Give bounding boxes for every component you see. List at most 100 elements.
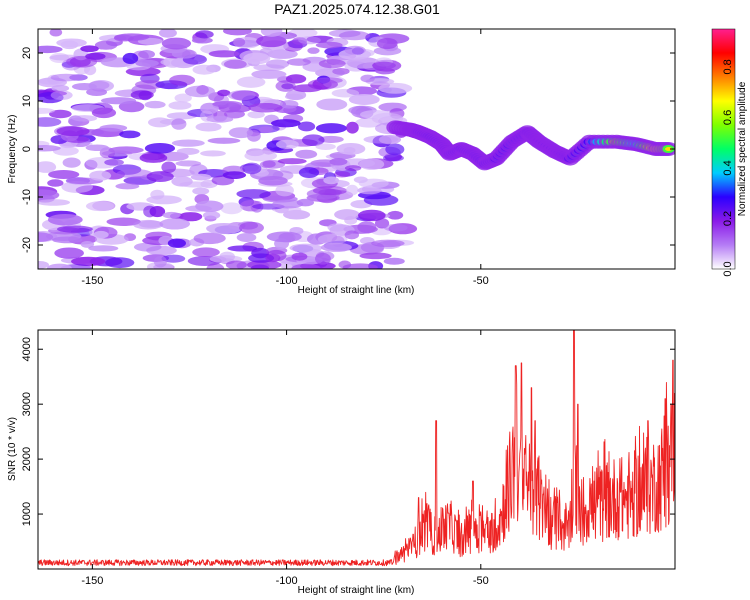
spectrogram-noise-cell (318, 59, 346, 69)
spectrogram-noise-cell (345, 184, 359, 196)
spectrogram-noise-cell (176, 147, 200, 155)
spectrogram-noise-cell (169, 74, 196, 86)
spectrogram-noise-cell (285, 89, 307, 101)
spectrogram-noise-cell (193, 232, 226, 245)
spectrogram-noise-cell (200, 110, 214, 122)
spectrogram-noise-cell (272, 199, 304, 209)
spectrogram-x-label: Height of straight line (km) (298, 285, 415, 296)
snr-x-ticks: -150 -100 -50 (81, 330, 489, 587)
spectrogram-noise-cell (250, 264, 269, 269)
spectrogram-noise-cell (168, 101, 192, 110)
spectrogram-noise-cell (174, 93, 192, 103)
spectrogram-noise-cell (298, 167, 320, 178)
spectrogram-noise-cell (38, 260, 49, 269)
spectrogram-noise-cell (297, 121, 316, 132)
spectrogram-noise-cell (146, 171, 174, 182)
snr-x-label: Height of straight line (km) (298, 585, 415, 596)
snr-y-ticks: 1000 2000 3000 4000 (21, 337, 675, 526)
spectrogram-noise-cell (336, 142, 366, 155)
spectrogram-noise-cell (99, 124, 128, 132)
spectrogram-noise-cell (162, 211, 181, 219)
spectrogram-noise-cell (251, 69, 287, 79)
spectrogram-noise-cell (56, 38, 87, 48)
spectrogram-noise-cell (382, 154, 404, 162)
spectrogram-noise-cell (206, 222, 242, 235)
spectrogram-noise-cell (190, 173, 212, 181)
spectrogram-noise-cell (56, 225, 93, 233)
spectrogram-noise-cell (178, 212, 203, 222)
spectrogram-noise-cell (54, 247, 84, 259)
spectrogram-noise-cell (100, 97, 137, 105)
spectrogram-noise-cell (85, 201, 115, 212)
y-tick-label: 3000 (21, 392, 33, 416)
x-tick-label: -150 (81, 275, 103, 287)
spectrogram-noise-cell (385, 143, 405, 156)
spectrogram-y-ticks: -20 -10 0 10 20 (21, 47, 675, 253)
spectrogram-noise-cell (161, 37, 192, 50)
spectrogram-noise-cell (89, 170, 112, 181)
spectrogram-noise-cell (207, 137, 241, 144)
spectrogram-noise-cell (88, 245, 119, 252)
spectrogram-noise-cell (344, 45, 366, 55)
colorbar-label: Normalized spectral amplitude (737, 81, 748, 216)
spectrogram-noise-cell (222, 29, 252, 36)
spectrogram-noise-cell (236, 232, 257, 242)
spectrogram-noise-cell (175, 160, 202, 167)
spectrogram-noise-cell (195, 200, 224, 213)
y-tick-label: 2000 (21, 447, 33, 471)
spectrogram-noise-cell (219, 251, 236, 262)
spectrogram-noise-cell (86, 88, 108, 97)
spectrogram-noise-cell (106, 217, 141, 226)
chart-title: PAZ1.2025.074.12.38.G01 (274, 1, 440, 17)
spectrogram-noise-cell (171, 176, 193, 187)
spectrogram-noise-cell (227, 245, 258, 252)
spectrogram-noise-cell (222, 171, 247, 179)
spectrogram-noise-cell (38, 45, 63, 54)
spectrogram-noise-cell (200, 150, 226, 157)
spectrogram-noise-cell (373, 46, 402, 56)
spectrogram-noise-cell (307, 47, 320, 54)
spectrogram-noise-cell (265, 59, 290, 69)
spectrogram-noise-cell (298, 36, 321, 45)
spectrogram-noise-cell (212, 100, 243, 108)
spectrogram-noise-cell (38, 232, 54, 242)
spectrogram-noise-cell (266, 49, 298, 59)
spectrogram-noise-cell (50, 73, 82, 82)
colorbar: 0.0 0.2 0.4 0.6 0.8 Normalized spectral ampl… (711, 28, 748, 277)
spectrogram-noise-cell (333, 171, 351, 178)
spectrogram-noise-cell (71, 256, 106, 267)
spectrogram-noise-cell (360, 74, 375, 83)
spectrogram-noise-cell (192, 247, 220, 257)
spectrogram-noise-cell (315, 41, 343, 49)
spectrogram-noise-cell (85, 144, 109, 152)
spectrogram-noise-cell (291, 263, 321, 269)
spectrogram-noise-cell (71, 115, 98, 122)
spectrogram-noise-cell (133, 219, 164, 230)
spectrogram-noise-cell (195, 30, 214, 39)
spectrogram-noise-cell (331, 88, 360, 98)
spectrogram-noise-cell (376, 37, 398, 50)
spectrogram-noise-cell (383, 257, 405, 265)
spectrogram-noise-cell (383, 223, 408, 232)
spectrogram-noise-cell (171, 139, 205, 147)
spectrogram-noise-cell (223, 59, 247, 69)
y-tick-label: 0 (21, 146, 33, 152)
x-tick-label: -150 (81, 575, 103, 587)
spectrogram-noise-cell (206, 263, 225, 269)
spectrogram-noise-cell (236, 76, 266, 88)
spectrogram-noise-cell (208, 50, 240, 58)
colorbar-tick-label: 0.0 (722, 261, 734, 276)
spectrogram-noise-cell (348, 94, 380, 105)
snr-series-line (38, 330, 675, 567)
spectrogram-noise-cell (295, 149, 318, 159)
y-tick-label: 20 (21, 47, 33, 59)
spectrogram-noise-cell (378, 82, 413, 94)
spectrogram-y-label: Frequency (Hz) (7, 115, 18, 184)
spectrogram-noise-cell (47, 179, 64, 187)
spectrogram-noise-cell (80, 45, 99, 53)
spectrogram-x-ticks: -150 -100 -50 (81, 29, 489, 287)
spectrogram-noise-cell (150, 189, 165, 200)
snr-plot-area (38, 330, 675, 569)
colorbar-tick-label: 0.8 (722, 59, 734, 74)
